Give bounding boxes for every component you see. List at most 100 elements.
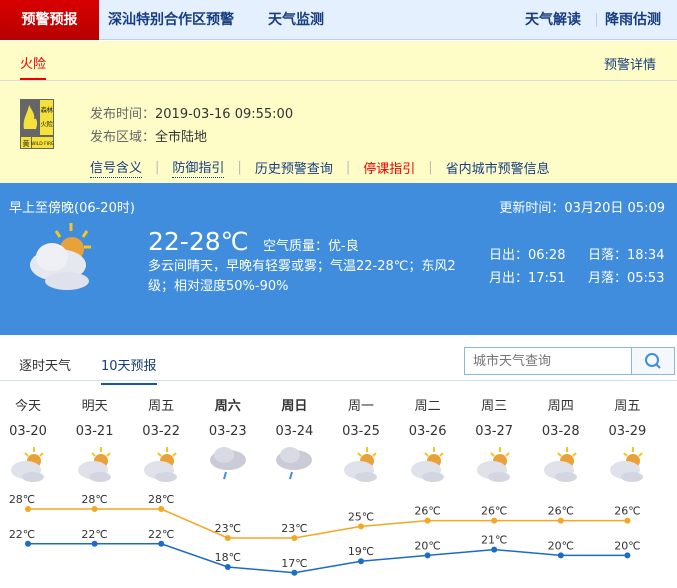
search-icon [645,353,661,369]
air-quality: 空气质量：优-良 [263,239,359,254]
issue-area: 发布区域：全市陆地 [90,130,208,145]
partly-cloudy-icon [20,221,100,295]
tab-hourly[interactable]: 逐时天气 [19,359,72,374]
low-temp-label: 22℃ [81,528,107,541]
day-date: 03-25 [342,424,380,439]
high-temp-label: 26℃ [548,505,574,518]
update-time: 更新时间：03月20日 05:09 [499,201,665,216]
partly-cloudy-icon [331,446,391,486]
forecast-tabs: 逐时天气 10天预报 [0,345,677,385]
day-label: 周三 [481,399,508,414]
wildfire-signal-icon: 黄 WILD FIRE 森林火险 [20,99,54,149]
low-temp-label: 22℃ [148,528,174,541]
low-temp-point [224,564,231,570]
high-temp-point [158,506,165,512]
day-label: 周一 [347,399,374,414]
day-date: 03-24 [275,424,314,439]
today-weather-panel: 早上至傍晚(06-20时) 更新时间：03月20日 05:09 22-28℃ 空… [0,183,677,335]
city-search [464,347,675,375]
partly-cloudy-icon [65,446,125,486]
divider [0,80,677,81]
low-temp-point [358,558,364,565]
tab-10day[interactable]: 10天预报 [101,355,157,385]
low-temp-label: 17℃ [281,557,307,570]
day-date: 03-27 [475,424,514,439]
day-date: 03-23 [208,424,247,439]
high-temp-point [224,535,231,541]
low-temp-point [158,540,165,547]
weather-description: 多云间晴天，早晚有轻雾或雾；气温22-28℃；东风2级；相对湿度50%-90% [148,259,456,294]
issue-time: 发布时间：2019-03-16 09:55:00 [90,107,294,122]
moonset: 月落：05:53 [588,271,665,286]
high-temp-point [491,517,498,524]
nav-rain-estimate[interactable]: 降雨估测 [605,12,661,28]
low-temp-line [28,543,628,574]
divider [596,13,597,27]
low-temp-point [291,569,298,576]
high-temp-label: 25℃ [348,510,374,523]
top-nav: 预警预报 深汕特别合作区预警 天气监测 天气解读 降雨估测 [0,0,677,40]
link-signal-meaning[interactable]: 信号含义 [90,157,143,178]
partly-cloudy-icon [398,446,458,486]
day-date: 03-21 [75,424,114,439]
day-label: 周日 [281,399,308,414]
svg-text:黄: 黄 [23,139,30,148]
partly-cloudy-icon [0,446,58,486]
low-temp-label: 18℃ [215,551,241,564]
high-temp-label: 26℃ [614,505,640,518]
day-label: 周六 [214,399,241,414]
nav-warning-forecast[interactable]: 预警预报 [0,0,99,40]
high-temp-label: 28℃ [148,493,174,506]
day-label: 明天 [81,399,108,414]
nav-monitoring[interactable]: 天气监测 [268,12,324,28]
day-label: 周二 [414,399,441,414]
high-temp-point [25,506,31,512]
high-temp-point [91,506,98,512]
high-temp-point [424,517,431,524]
tab-fire-risk[interactable]: 火险 [20,53,47,80]
link-history-query[interactable]: 历史预警查询 [254,161,333,177]
signal-title: 森林火险 [40,100,53,135]
day-date: 03-28 [541,424,580,439]
nav-interpretation[interactable]: 天气解读 [525,12,581,28]
high-temp-label: 23℃ [281,522,307,535]
forecast-period: 早上至傍晚(06-20时) [9,201,135,216]
low-temp-point [624,552,631,559]
warning-panel: 火险 预警详情 黄 WILD FIRE 森林火险 发布时间：2019-03-16… [0,41,677,183]
low-temp-point [491,546,498,553]
high-temp-point [557,517,564,524]
warning-details-link[interactable]: 预警详情 [603,58,656,73]
low-temp-label: 20℃ [548,539,574,552]
low-temp-point [424,552,431,559]
partly-cloudy-icon [464,446,524,486]
high-temp-label: 28℃ [9,493,35,506]
city-search-input[interactable] [465,348,631,374]
warning-links: 信号含义 | 防御指引 | 历史预警查询 | 停课指引 | 省内城市预警信息 [90,157,550,178]
nav-shenshan[interactable]: 深汕特别合作区预警 [108,12,234,28]
partly-cloudy-icon [131,446,191,486]
link-defense-guide[interactable]: 防御指引 [172,157,225,178]
temperature-range: 22-28℃ [148,227,249,256]
partly-cloudy-icon [531,446,591,486]
high-temp-label: 23℃ [215,522,241,535]
link-province-warnings[interactable]: 省内城市预警信息 [445,161,550,177]
low-temp-label: 21℃ [481,534,507,547]
low-temp-label: 20℃ [414,539,440,552]
high-temp-point [624,517,631,524]
low-temp-label: 22℃ [9,528,35,541]
day-label: 周四 [547,399,574,414]
moonrise: 月出：17:51 [489,271,566,286]
high-temp-point [358,523,364,530]
high-temp-label: 26℃ [414,505,440,518]
high-temp-point [291,535,298,541]
search-button[interactable] [631,348,674,374]
day-date: 03-20 [9,424,47,439]
low-temp-point [25,540,31,547]
low-temp-point [557,552,564,559]
rain-icon [198,446,258,486]
high-temp-line [28,508,628,539]
sunrise: 日出：06:28 [489,248,566,263]
link-class-suspension[interactable]: 停课指引 [363,161,416,177]
high-temp-label: 28℃ [81,493,107,506]
